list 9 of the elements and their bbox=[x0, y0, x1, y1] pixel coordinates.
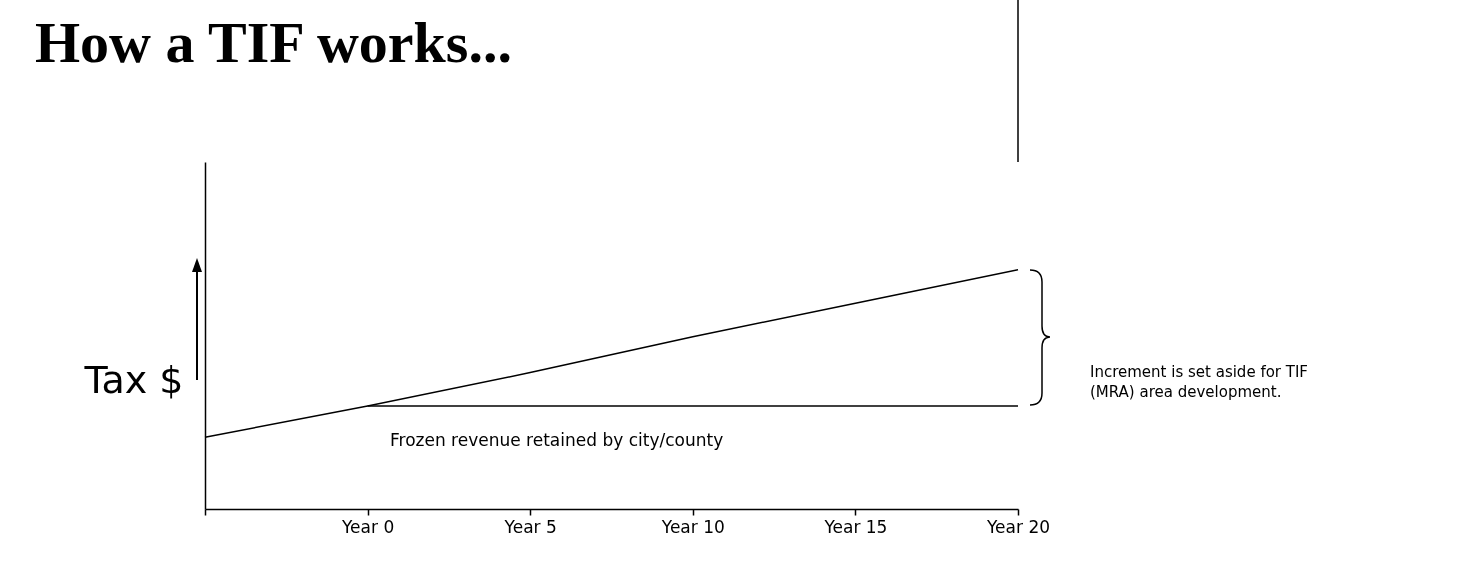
annotation: Frozen revenue retained by city/county bbox=[390, 430, 724, 450]
x-tick-label: Year 5 bbox=[503, 516, 557, 537]
x-tick-label: Year 15 bbox=[823, 516, 888, 537]
y-axis-title: Tax $ bbox=[83, 357, 184, 402]
text: Increment is set aside for TIF (MRA) area development. bbox=[1090, 363, 1308, 401]
x-tick-label: Year 0 bbox=[340, 516, 395, 537]
x-tick-label: Year 20 bbox=[985, 516, 1051, 537]
x-tick-label: Year 10 bbox=[660, 516, 725, 537]
chart-title: How a TIF works... bbox=[35, 10, 512, 75]
